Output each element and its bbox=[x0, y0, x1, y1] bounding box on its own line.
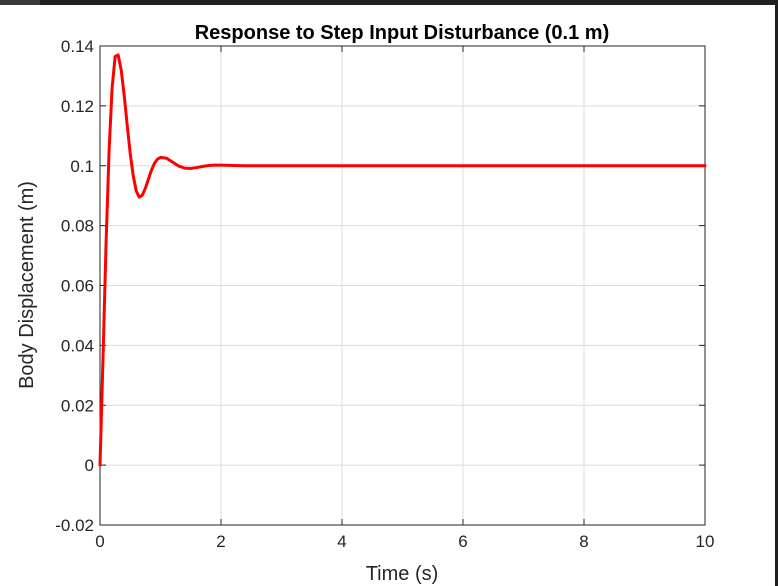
x-axis-label: Time (s) bbox=[366, 563, 439, 585]
y-tick-label: 0.12 bbox=[61, 97, 94, 116]
y-tick-label: 0.06 bbox=[61, 277, 94, 296]
window-top-bar bbox=[0, 0, 778, 5]
x-tick-label: 8 bbox=[579, 532, 588, 551]
series-layer bbox=[98, 53, 707, 467]
x-tick-label: 10 bbox=[696, 532, 715, 551]
x-tick-label: 4 bbox=[337, 532, 346, 551]
window-right-border bbox=[775, 0, 778, 586]
window-tab-segment bbox=[0, 0, 40, 5]
y-tick-label: 0.02 bbox=[61, 396, 94, 415]
series-line bbox=[98, 53, 707, 467]
x-tick-label: 2 bbox=[216, 532, 225, 551]
x-tick-label: 6 bbox=[458, 532, 467, 551]
chart-title: Response to Step Input Disturbance (0.1 … bbox=[195, 22, 610, 44]
y-tick-label: 0.04 bbox=[61, 336, 94, 355]
y-tick-label: -0.02 bbox=[55, 516, 94, 535]
x-tick-label: 0 bbox=[95, 532, 104, 551]
grid bbox=[99, 45, 706, 526]
y-tick-label: 0.08 bbox=[61, 217, 94, 236]
y-tick-label: 0.1 bbox=[70, 157, 94, 176]
y-tick-label: 0 bbox=[85, 456, 94, 475]
y-axis-label: Body Displacement (m) bbox=[16, 181, 38, 389]
y-tick-label: 0.14 bbox=[61, 37, 94, 56]
